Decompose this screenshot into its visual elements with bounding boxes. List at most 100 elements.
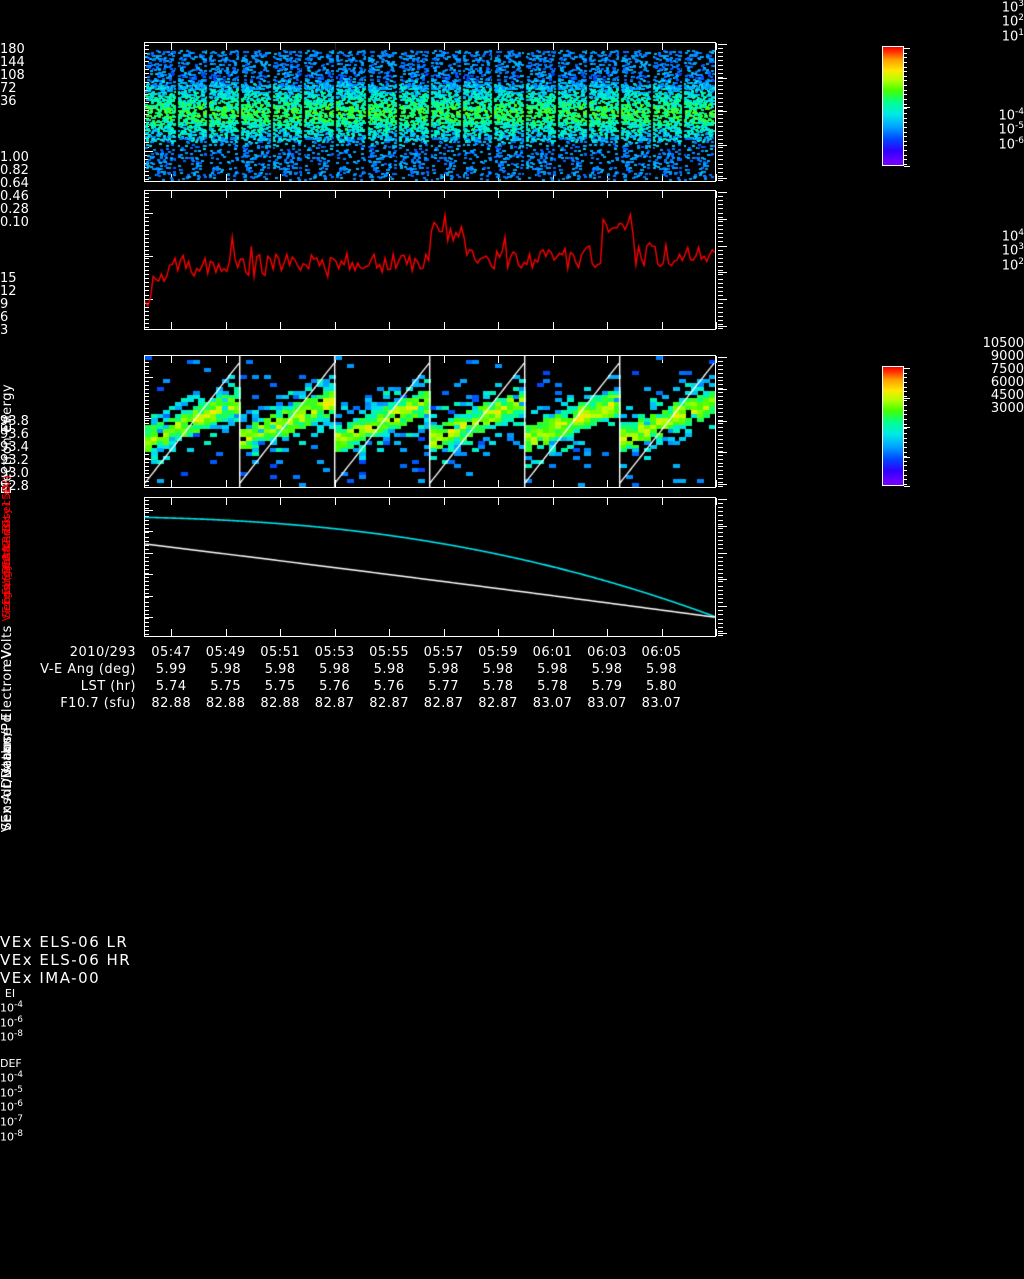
- y-minor-tick-right: [718, 135, 723, 136]
- y-minor-tick-right: [718, 65, 723, 66]
- y-minor-tick-right: [718, 200, 723, 201]
- bottom-table-cell: 83.07: [587, 696, 627, 711]
- colorbar-label-def-colorbar: DEF: [0, 1056, 22, 1070]
- y-minor-tick-right: [718, 89, 723, 90]
- bottom-table-cell: 05:57: [423, 645, 464, 660]
- y-minor-tick-right: [718, 590, 723, 591]
- bottom-table-cell: 5.78: [537, 679, 569, 694]
- y-minor-tick-right: [718, 569, 723, 570]
- y-minor-tick-right: [718, 287, 723, 288]
- y-tick-label-right: 1.00: [0, 149, 29, 165]
- y-tick-label-left: 10500: [982, 335, 1024, 351]
- y-minor-tick-right: [718, 520, 723, 521]
- colorbar-tick: [904, 486, 910, 487]
- y-minor-tick-right: [718, 307, 723, 308]
- colorbar-minor-tick: [904, 465, 907, 466]
- y-minor-tick-right: [718, 221, 723, 222]
- bottom-table-cell: 5.74: [155, 679, 187, 694]
- colorbar-tick-label: 10-4: [0, 1069, 23, 1085]
- y-tick-label-right: 15: [0, 270, 17, 286]
- y-minor-tick-right: [718, 377, 723, 378]
- bottom-table-row-label: LST (hr): [80, 679, 136, 694]
- colorbar-minor-tick: [904, 150, 907, 151]
- figure-root: 103 102 101 180 144 108 72 36 10-4 10-5 10-6 1.00 0.…: [0, 0, 1024, 1143]
- colorbar-minor-tick: [904, 433, 907, 434]
- y-minor-tick-right: [718, 122, 723, 123]
- y-tick-label-right: 0.28: [0, 201, 29, 217]
- y-tick-right: [718, 389, 727, 390]
- y-minor-tick-right: [718, 208, 723, 209]
- bottom-table: 2010/293 V-E Ang (deg) LST (hr) F10.7 (sfu)…: [40, 645, 681, 711]
- y-minor-tick-right: [718, 586, 723, 587]
- bottom-table-cell: 5.98: [264, 662, 296, 677]
- colorbar-minor-tick: [904, 85, 907, 86]
- colorbar-minor-tick: [904, 113, 907, 114]
- y-minor-tick-right: [718, 423, 723, 424]
- colorbar-minor-tick: [904, 419, 907, 420]
- y-tick-label-right: 93.0: [0, 465, 29, 481]
- y-minor-tick-right: [718, 532, 723, 533]
- colorbar-minor-tick: [904, 94, 907, 95]
- y-minor-tick-right: [718, 270, 723, 271]
- colorbar-label-ei-colorbar: EI: [4, 986, 16, 1000]
- y-tick-label-left: 103: [1001, 242, 1024, 259]
- x-tick: [716, 322, 717, 329]
- y-minor-tick-right: [718, 499, 723, 500]
- y-minor-tick-right: [718, 474, 723, 475]
- y-minor-tick-right: [718, 77, 723, 78]
- colorbar-minor-tick: [904, 145, 907, 146]
- bottom-table-cell: 5.78: [482, 679, 514, 694]
- y-minor-tick-right: [718, 380, 723, 381]
- y-minor-tick-right: [718, 540, 723, 541]
- colorbar-minor-tick: [904, 387, 907, 388]
- x-tick: [716, 498, 717, 505]
- y-minor-tick-right: [718, 365, 723, 366]
- y-minor-tick-right: [718, 85, 723, 86]
- colorbar-minor-tick: [904, 479, 907, 480]
- y-minor-tick-right: [718, 606, 723, 607]
- y-minor-tick-right: [718, 431, 723, 432]
- y-minor-tick-right: [718, 151, 723, 152]
- bottom-table-cell: 05:47: [151, 645, 192, 660]
- y-tick-label-left: 101: [1001, 27, 1024, 44]
- bottom-table-cell: 82.88: [205, 696, 246, 711]
- colorbar-minor-tick: [904, 118, 907, 119]
- y-minor-tick-right: [718, 81, 723, 82]
- y-minor-tick-right: [718, 73, 723, 74]
- colorbar-minor-tick: [904, 442, 907, 443]
- y-minor-tick-right: [718, 392, 723, 393]
- y-minor-tick-right: [718, 594, 723, 595]
- y-minor-tick-right: [718, 131, 723, 132]
- colorbar-tick-label: 10-4: [0, 999, 23, 1015]
- y-minor-tick-right: [718, 213, 723, 214]
- y-minor-tick-right: [718, 262, 723, 263]
- colorbar-minor-tick: [904, 57, 907, 58]
- y-minor-tick-right: [718, 155, 723, 156]
- y-minor-tick-right: [718, 233, 723, 234]
- y-tick-label-right: 72: [0, 80, 17, 96]
- y-minor-tick-right: [718, 258, 723, 259]
- y-minor-tick-right: [718, 388, 723, 389]
- y-minor-tick-right: [718, 328, 723, 329]
- bottom-table-row-label: F10.7 (sfu): [60, 696, 136, 711]
- y-tick-label-left: 10-6: [998, 135, 1024, 152]
- colorbar-minor-tick: [904, 164, 907, 165]
- y-minor-tick-right: [718, 470, 723, 471]
- y-minor-tick-right: [718, 614, 723, 615]
- x-tick: [716, 356, 717, 363]
- y-tick-label-left: 102: [1001, 13, 1024, 30]
- y-tick-right: [718, 178, 727, 179]
- y-minor-tick-right: [718, 536, 723, 537]
- y-minor-tick-right: [718, 561, 723, 562]
- y-tick-label-left: 103: [1001, 0, 1024, 16]
- y-tick-label-right: 9: [0, 296, 9, 312]
- bottom-table-cell: 5.98: [373, 662, 405, 677]
- y-minor-tick-right: [718, 635, 723, 636]
- y-minor-tick-right: [718, 507, 723, 508]
- y-minor-tick-right: [718, 396, 723, 397]
- colorbar-minor-tick: [904, 428, 907, 429]
- bottom-table-cell: 5.76: [319, 679, 351, 694]
- bottom-table-cell: 05:49: [205, 645, 246, 660]
- panel2-intensity-line: [145, 191, 715, 329]
- y-minor-tick-right: [718, 168, 723, 169]
